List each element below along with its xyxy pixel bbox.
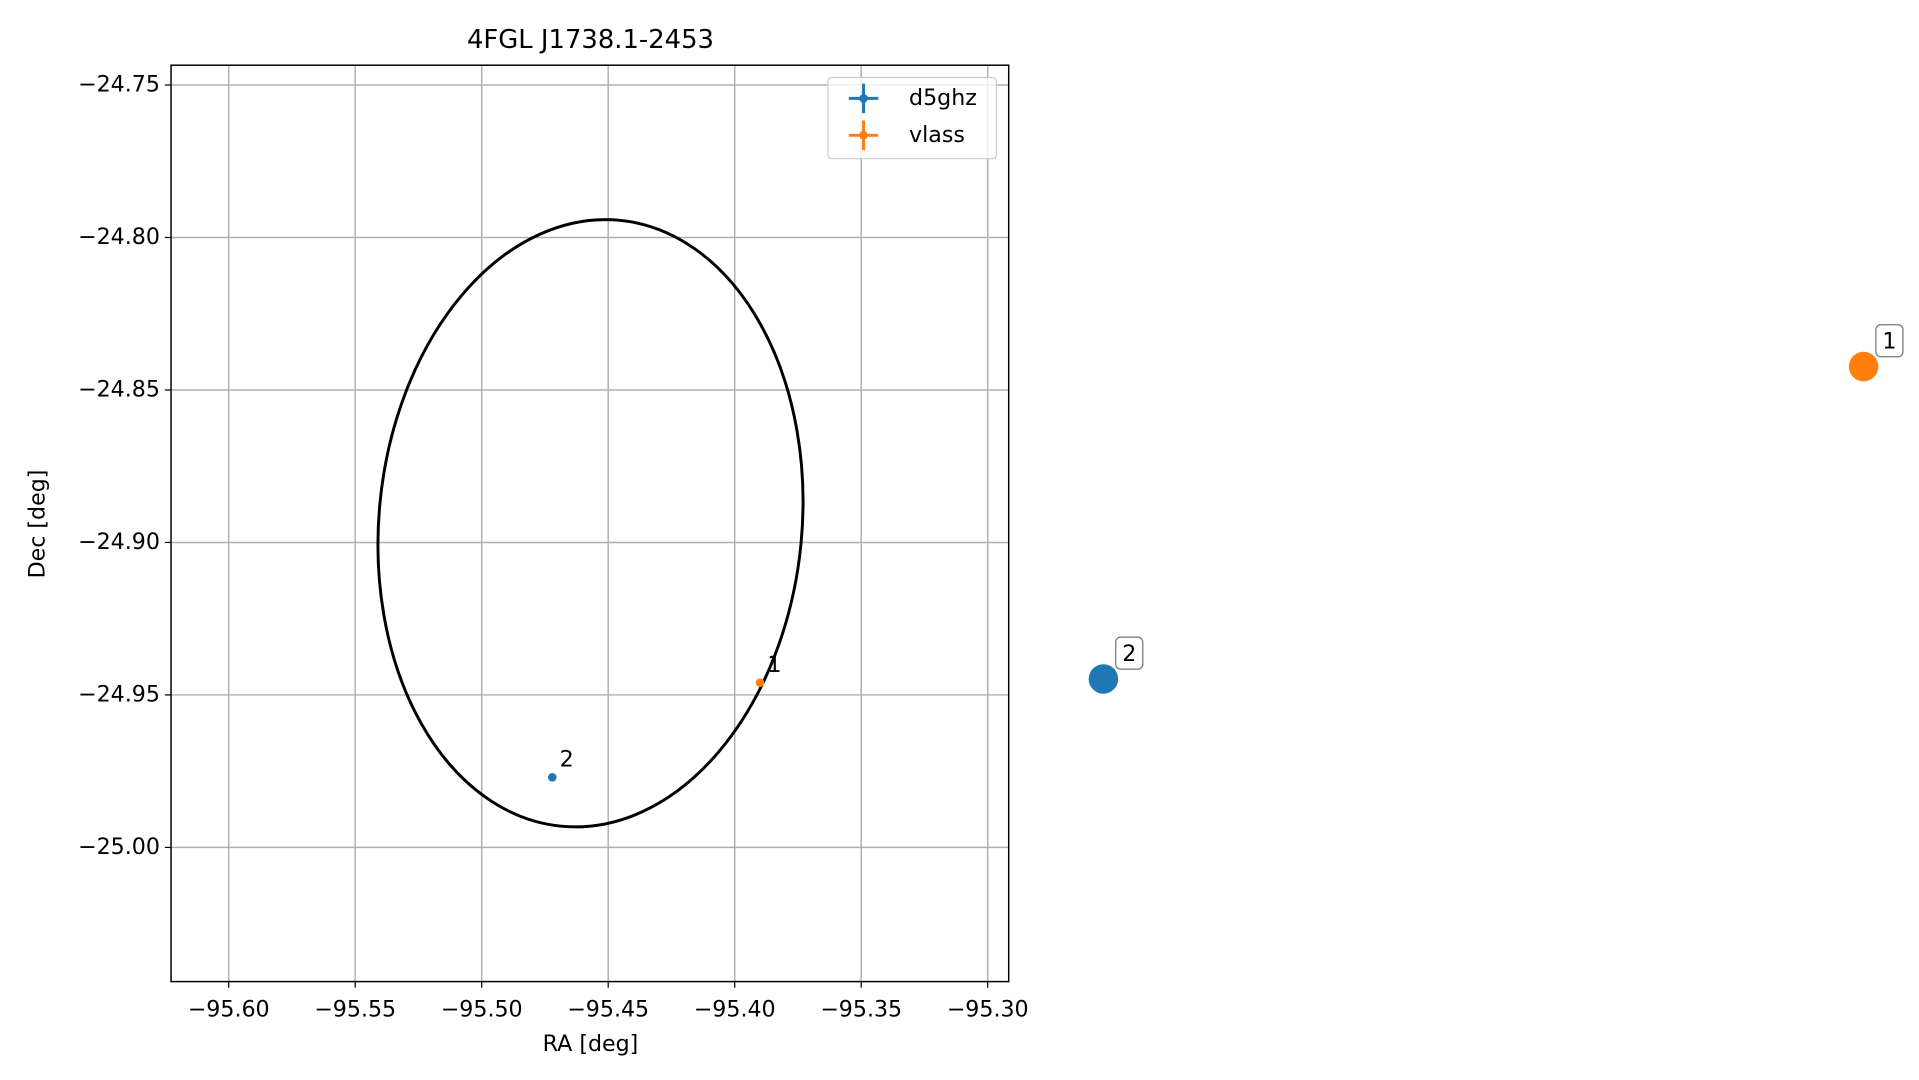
y-tick-label: −24.85 <box>78 376 160 402</box>
x-tick-label: −95.40 <box>694 996 776 1022</box>
callout-label: 2 <box>1122 641 1136 667</box>
y-tick-label: −24.95 <box>78 681 160 707</box>
x-tick-label: −95.30 <box>947 996 1029 1022</box>
legend-label: vlass <box>909 122 965 148</box>
y-axis-label: Dec [deg] <box>25 470 51 579</box>
callout-box <box>1875 324 1904 358</box>
y-tick-label: −24.75 <box>78 72 160 98</box>
x-tick-label: −95.55 <box>314 996 396 1022</box>
point-label: 2 <box>560 747 574 773</box>
point <box>755 678 765 688</box>
x-tick-label: −95.35 <box>820 996 902 1022</box>
x-tick-label: −95.60 <box>188 996 270 1022</box>
x-axis-label: RA [deg] <box>543 1031 639 1057</box>
y-tick-label: −25.00 <box>78 834 160 860</box>
x-tick-label: −95.50 <box>441 996 523 1022</box>
error-ellipse <box>376 218 805 829</box>
point-label: 1 <box>767 652 781 678</box>
y-tick-label: −24.90 <box>78 529 160 555</box>
callout-marker <box>1088 664 1119 694</box>
callout-box <box>1115 636 1144 670</box>
plot-frame <box>170 64 1010 983</box>
y-tick-label: −24.80 <box>78 224 160 250</box>
x-tick-label: −95.45 <box>567 996 649 1022</box>
point <box>547 772 557 782</box>
chart-title: 4FGL J1738.1-2453 <box>467 25 714 55</box>
legend-marker <box>859 94 868 103</box>
callout-marker <box>1848 351 1879 382</box>
legend-label: d5ghz <box>909 85 977 111</box>
legend-marker <box>859 131 868 140</box>
callout-label: 1 <box>1882 328 1896 354</box>
